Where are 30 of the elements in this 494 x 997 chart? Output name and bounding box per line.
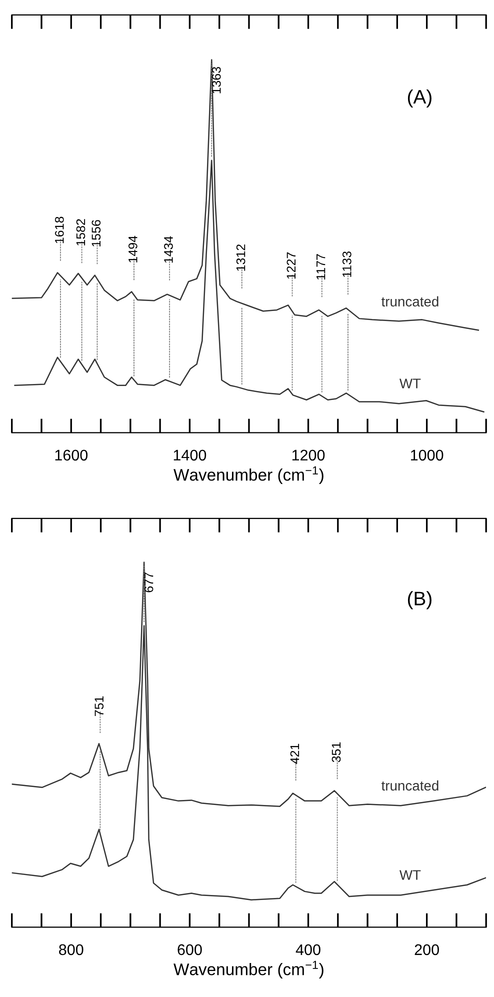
x-axis-title: Wavenumber (cm$^{−1}$) bbox=[174, 466, 324, 484]
series-label: WT bbox=[399, 870, 421, 880]
ref-line-label: 351 bbox=[332, 742, 341, 762]
x-axis-title: Wavenumber (cm$^{−1}$) bbox=[174, 960, 324, 979]
series-label: truncated bbox=[381, 780, 438, 791]
ref-line-label: 1177 bbox=[316, 254, 326, 280]
ref-line-label: 1582 bbox=[76, 219, 86, 246]
x-tick-label: 1400 bbox=[174, 450, 206, 461]
x-tick-label: 200 bbox=[414, 944, 439, 956]
ref-line-label: 751 bbox=[94, 696, 104, 716]
ref-line-label: 1556 bbox=[92, 220, 101, 246]
x-tick-label: 1000 bbox=[410, 450, 444, 461]
ref-line-label: 1434 bbox=[164, 236, 173, 263]
ref-line-label: 1494 bbox=[128, 236, 138, 262]
ref-line-label: 1227 bbox=[286, 252, 296, 279]
x-tick-label: 1200 bbox=[292, 450, 325, 461]
x-tick-label: 1600 bbox=[55, 450, 88, 461]
ref-line-label: 1133 bbox=[342, 252, 352, 277]
x-tick-label: 400 bbox=[296, 944, 320, 956]
series-label: truncated bbox=[381, 296, 438, 307]
ref-line-label: 1618 bbox=[54, 216, 64, 244]
ref-line-label: 421 bbox=[290, 744, 300, 764]
series-label: WT bbox=[399, 378, 421, 388]
ref-line-label: 677 bbox=[144, 572, 154, 592]
ref-line-label: 1312 bbox=[236, 244, 246, 271]
text: (B) bbox=[408, 591, 432, 610]
x-tick-label: 800 bbox=[59, 944, 84, 956]
x-tick-label: 600 bbox=[178, 944, 202, 956]
ref-line-label: 1363 bbox=[212, 67, 221, 94]
text: (A) bbox=[408, 89, 432, 108]
